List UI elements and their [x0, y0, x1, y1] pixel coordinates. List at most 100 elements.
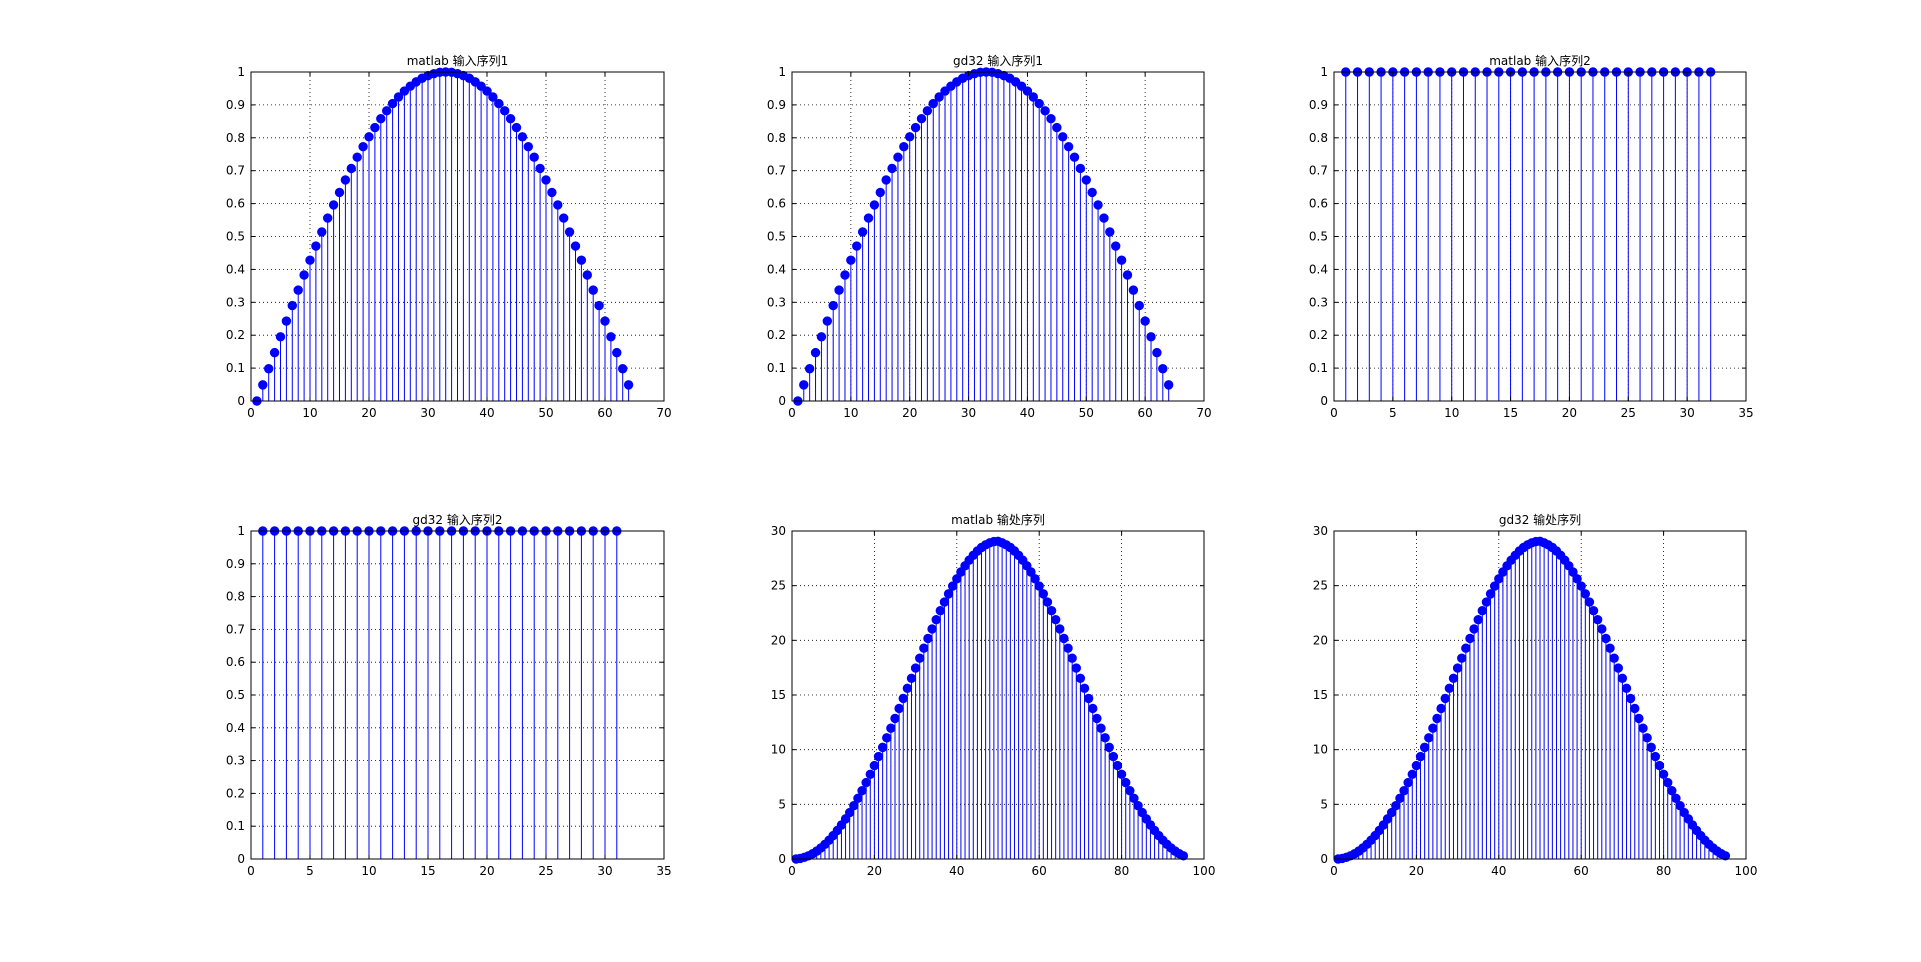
- stem-marker: [869, 200, 880, 210]
- y-tick-label: 0.7: [1309, 164, 1328, 178]
- x-tick-label: 35: [656, 864, 671, 878]
- y-tick-label: 0.3: [767, 295, 786, 309]
- y-tick-label: 0: [237, 394, 245, 408]
- x-tick-label: 20: [902, 406, 917, 420]
- stem-marker: [899, 141, 909, 152]
- y-tick-label: 10: [771, 743, 786, 757]
- x-tick-label: 40: [1020, 406, 1035, 420]
- stem-marker: [1720, 851, 1731, 861]
- stem-marker: [1178, 851, 1189, 861]
- stem-marker: [600, 316, 610, 326]
- stem-marker: [1128, 285, 1139, 295]
- x-tick-label: 10: [361, 864, 376, 878]
- stem-marker: [559, 213, 569, 223]
- stem-marker: [1663, 777, 1673, 788]
- stem-marker: [1079, 683, 1090, 694]
- y-tick-label: 0.6: [767, 197, 786, 211]
- stem-marker: [1473, 614, 1483, 625]
- stem-marker: [927, 624, 937, 634]
- stem-marker: [1588, 606, 1599, 616]
- chart-title: matlab 输入序列1: [407, 53, 509, 68]
- stem-marker: [340, 175, 351, 185]
- x-tick-label: 40: [479, 406, 494, 420]
- stem-marker: [869, 760, 880, 771]
- stem-marker: [511, 122, 522, 133]
- x-tick-label: 0: [788, 864, 796, 878]
- stem-marker: [1386, 807, 1397, 818]
- stem-marker: [1046, 114, 1056, 124]
- stem-marker: [952, 574, 962, 584]
- x-tick-label: 20: [1409, 864, 1424, 878]
- subplot-3: 0 5 10 15 20 25 30 35 0 0.1 0.2 0.3 0.4 0.5 0.6 0.7 0.8 0…: [1309, 53, 1754, 420]
- stem-marker: [804, 364, 815, 374]
- stem-marker: [1485, 589, 1496, 599]
- stem-marker: [1399, 785, 1409, 796]
- y-tick-label: 1: [237, 65, 245, 79]
- stem-marker: [618, 364, 628, 374]
- stem-marker: [947, 581, 958, 591]
- stem-marker: [857, 785, 867, 796]
- chart-title: gd32 输处序列: [1499, 512, 1581, 527]
- stem-marker: [939, 597, 950, 607]
- stem-marker: [1050, 614, 1061, 625]
- subplot-4: 0 5 10 15 20 25 30 35 0 0.1 0.2 0.3 0.4 0.5 0.6 0.7 0.8 0…: [226, 512, 672, 878]
- stem-marker: [1391, 800, 1401, 811]
- stem-marker: [882, 733, 892, 743]
- chart-title: gd32 输入序列1: [953, 53, 1043, 68]
- y-tick-label: 5: [1320, 797, 1328, 811]
- stem-marker: [1092, 713, 1102, 724]
- stem-marker: [1646, 742, 1656, 753]
- y-tick-label: 0.4: [226, 721, 245, 735]
- y-tick-label: 0: [778, 394, 786, 408]
- stem-marker: [264, 364, 274, 374]
- stem-marker: [1580, 589, 1591, 599]
- stem-marker: [1104, 742, 1114, 753]
- y-tick-label: 0.6: [1309, 197, 1328, 211]
- stem-marker: [1617, 673, 1628, 683]
- stem-marker: [594, 300, 604, 311]
- stem-marker: [376, 114, 386, 124]
- stem-marker: [853, 793, 863, 804]
- y-tick-label: 0.8: [1309, 131, 1328, 145]
- stem-marker: [293, 285, 303, 295]
- stem-marker: [334, 187, 345, 198]
- y-tick-label: 0.4: [1309, 262, 1328, 276]
- stem-marker: [1093, 200, 1103, 210]
- subplot-2: 0 10 20 30 40 50 60 70 0 0.1 0.2 0.3 0.4 0.5 0.6 0.7 0.8…: [767, 53, 1212, 420]
- stem-marker: [1568, 567, 1578, 577]
- x-tick-label: 5: [306, 864, 314, 878]
- stem-marker: [1642, 733, 1652, 743]
- stem-marker: [834, 285, 844, 295]
- stem-marker: [1040, 106, 1050, 116]
- stem-marker: [1116, 769, 1127, 779]
- stem-marker: [564, 227, 575, 237]
- y-tick-label: 0.7: [767, 164, 786, 178]
- stem-marker: [877, 742, 888, 753]
- stem-marker: [1461, 643, 1471, 653]
- stem-marker: [1436, 703, 1446, 714]
- x-tick-label: 5: [1389, 406, 1397, 420]
- y-tick-label: 0.4: [226, 262, 245, 276]
- stem-marker: [387, 98, 398, 109]
- y-tick-label: 0: [237, 852, 245, 866]
- x-tick-label: 30: [597, 864, 612, 878]
- y-tick-label: 0.2: [1309, 328, 1328, 342]
- stem-marker: [1105, 227, 1115, 237]
- stem-marker: [1075, 673, 1086, 683]
- x-tick-label: 80: [1656, 864, 1671, 878]
- stem-marker: [1083, 693, 1094, 704]
- stem-marker: [370, 122, 380, 133]
- stem-marker: [863, 213, 874, 223]
- stem-marker: [1096, 723, 1106, 733]
- stem-marker: [1584, 597, 1595, 607]
- stem-marker: [922, 106, 933, 116]
- y-tick-label: 1: [237, 524, 245, 538]
- stem-marker: [1452, 663, 1463, 673]
- x-tick-label: 80: [1114, 864, 1129, 878]
- stem-marker: [547, 187, 557, 198]
- stem-marker: [1163, 380, 1174, 390]
- stem-marker: [1059, 633, 1069, 644]
- stem-marker: [852, 241, 862, 251]
- stem-marker: [1116, 255, 1127, 265]
